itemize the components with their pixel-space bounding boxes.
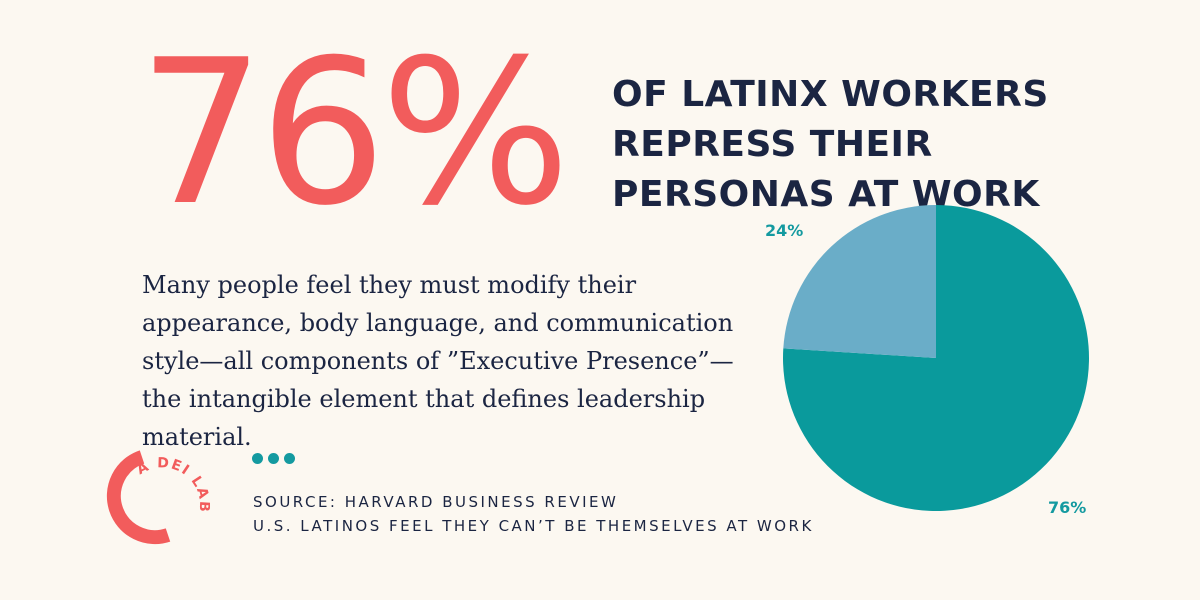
logo-arc xyxy=(106,450,171,545)
headline: OF LATINX WORKERS REPRESS THEIR PERSONAS… xyxy=(612,74,1049,215)
source-block: SOURCE: HARVARD BUSINESS REVIEW U.S. LAT… xyxy=(253,490,814,538)
pie-label-24: 24% xyxy=(765,221,803,240)
svg-text:A DEI LAB: A DEI LAB xyxy=(134,455,210,513)
pie-label-76: 76% xyxy=(1048,498,1086,517)
source-title: U.S. LATINOS FEEL THEY CAN’T BE THEMSELV… xyxy=(253,517,814,535)
pie-slice-24 xyxy=(783,205,936,358)
dei-lab-logo: A DEI LAB xyxy=(106,450,210,545)
dots-decoration xyxy=(252,453,295,464)
dot xyxy=(284,453,295,464)
big-stat-percent: 76% xyxy=(138,17,571,250)
dot xyxy=(252,453,263,464)
logo-text: A DEI LAB xyxy=(134,455,210,513)
pie-chart: 76% 24% xyxy=(765,205,1089,517)
body-paragraph: Many people feel they must modify their … xyxy=(142,271,734,451)
source-line: SOURCE: HARVARD BUSINESS REVIEW xyxy=(253,493,619,511)
dot xyxy=(268,453,279,464)
